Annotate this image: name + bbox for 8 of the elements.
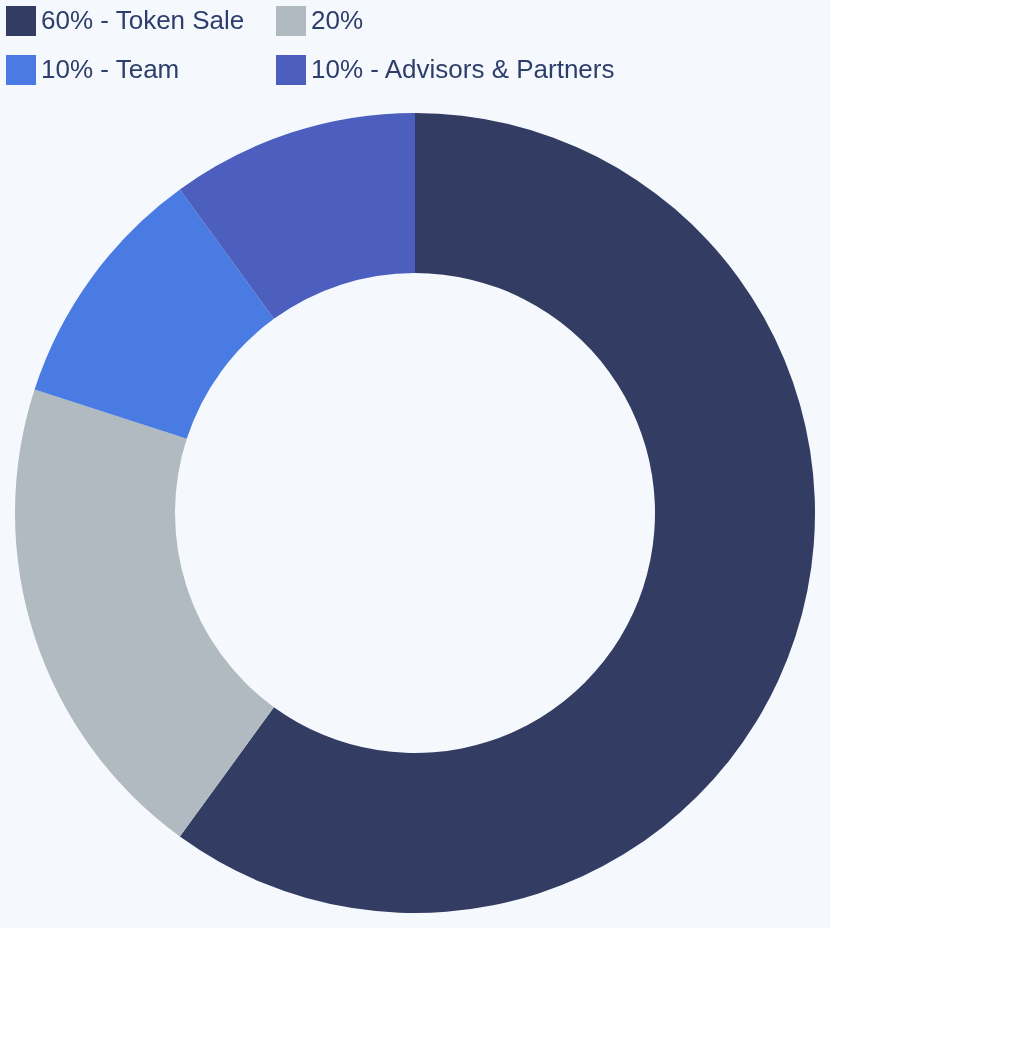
legend-label: 60% - Token Sale bbox=[41, 5, 245, 35]
donut-slice bbox=[179, 113, 815, 913]
donut-slice bbox=[179, 113, 415, 319]
legend-label: 20% bbox=[311, 5, 364, 35]
legend-label: 10% - Team bbox=[41, 54, 180, 84]
legend-label: 10% - Advisors & Partners bbox=[311, 54, 615, 84]
donut-slice bbox=[15, 389, 274, 837]
donut-slice bbox=[34, 189, 274, 439]
